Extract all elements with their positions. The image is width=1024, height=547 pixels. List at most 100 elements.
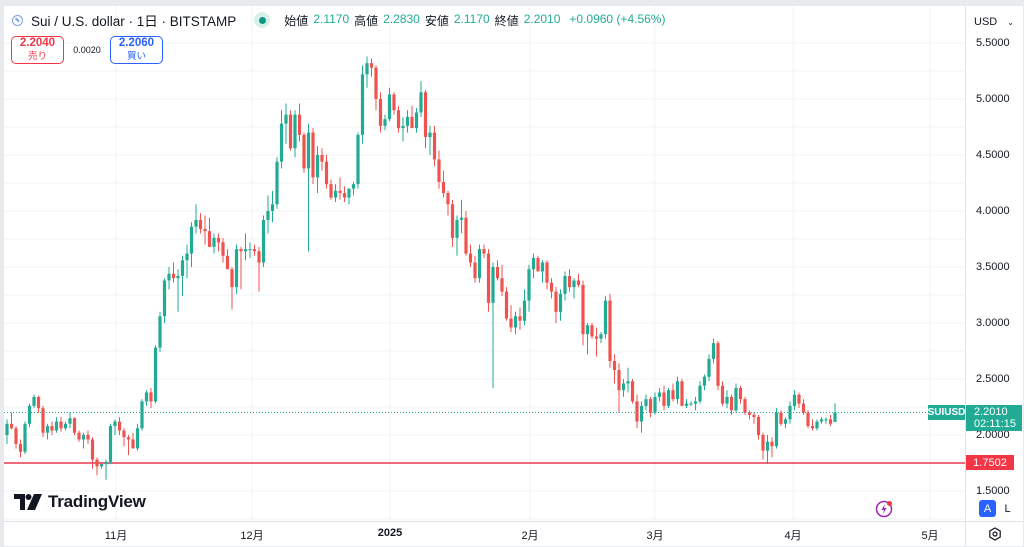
price-axis-label: 1.5000: [976, 485, 1010, 497]
candle: [243, 233, 248, 261]
candle: [765, 435, 770, 465]
candle: [378, 92, 383, 133]
candle: [185, 244, 189, 279]
candle: [693, 396, 698, 411]
sell-label: 売り: [27, 51, 47, 62]
candle: [149, 387, 153, 409]
currency-label: USD: [974, 16, 998, 28]
candle: [500, 264, 504, 297]
candle: [275, 157, 279, 209]
high-value: 2.2830: [383, 11, 420, 26]
candle: [702, 374, 707, 391]
currency-selector[interactable]: USD ⌄: [970, 11, 1018, 33]
candle: [626, 367, 630, 393]
candle: [77, 430, 81, 442]
candle: [774, 408, 779, 449]
buy-price: 2.2060: [118, 37, 155, 49]
candle: [347, 188, 351, 205]
candle: [104, 459, 108, 480]
time-axis-label: 12月: [240, 530, 264, 542]
symbol-title[interactable]: Sui / U.S. dollar · 1日 · BITSTAMP: [31, 14, 237, 29]
candle: [545, 260, 549, 290]
candle: [612, 354, 617, 384]
candle: [554, 287, 558, 323]
chart-pane[interactable]: [4, 6, 965, 521]
price-axis[interactable]: 5.5000 5.0000 4.5000 4.0000 3.5000 3.0000 2.50…: [965, 6, 1023, 521]
candle: [432, 125, 437, 167]
log-scale-button[interactable]: L: [999, 500, 1016, 517]
candle: [369, 58, 374, 77]
candle: [536, 255, 540, 272]
candle: [72, 417, 77, 435]
candle: [594, 327, 599, 357]
candle: [284, 103, 288, 144]
auto-scale-button[interactable]: A: [979, 500, 996, 517]
candle: [86, 430, 90, 444]
candlestick-chart[interactable]: [4, 6, 965, 521]
trade-buttons: 2.2040 売り 0.0020 2.2060 買い: [11, 36, 163, 64]
candle: [135, 423, 140, 451]
candle: [567, 269, 572, 292]
candle: [338, 177, 342, 200]
candle: [743, 396, 747, 415]
tradingview-logo[interactable]: TradingView: [14, 492, 146, 512]
candle: [522, 289, 527, 326]
candle: [720, 381, 725, 406]
candle: [585, 323, 590, 355]
candle: [621, 379, 626, 397]
candle: [486, 249, 491, 312]
candle: [180, 255, 185, 297]
candle: [725, 390, 729, 409]
buy-button[interactable]: 2.2060 買い: [110, 36, 163, 64]
candle: [468, 244, 473, 267]
candle: [131, 432, 135, 449]
candle: [36, 395, 41, 413]
buy-label: 買い: [126, 51, 146, 62]
candle: [113, 419, 117, 435]
sell-button[interactable]: 2.2040 売り: [11, 36, 64, 64]
candle: [716, 340, 720, 391]
candle: [707, 354, 711, 382]
candle: [41, 405, 45, 438]
candle: [459, 199, 464, 234]
candle: [639, 401, 644, 433]
tradingview-name: TradingView: [48, 492, 146, 511]
candle: [675, 376, 680, 404]
candle: [617, 363, 621, 413]
candle: [540, 260, 545, 283]
open-value: 2.1170: [313, 11, 350, 26]
chevron-down-icon: ⌄: [1007, 17, 1014, 27]
close-value: 2.2010: [523, 11, 561, 26]
candle: [333, 184, 338, 203]
candle: [279, 110, 284, 169]
candle: [441, 170, 446, 198]
candle: [297, 103, 302, 142]
candle: [153, 345, 158, 404]
alert-price-tag[interactable]: 1.7502: [966, 455, 1014, 470]
time-axis[interactable]: 11月 12月 2025 2月 3月 4月 5月: [4, 521, 965, 546]
time-axis-label: 4月: [784, 530, 802, 542]
price-axis-label: 5.5000: [976, 37, 1010, 49]
chart-settings-button[interactable]: [965, 521, 1023, 546]
candle: [599, 331, 603, 344]
candle: [680, 379, 684, 406]
candle: [747, 410, 752, 420]
candle: [374, 65, 378, 111]
candle: [23, 421, 27, 455]
candle: [473, 255, 477, 283]
candle: [549, 278, 554, 299]
lightning-news-icon[interactable]: [875, 500, 893, 518]
candle: [68, 412, 72, 429]
close-label: 終値: [494, 13, 519, 28]
candle: [95, 457, 99, 476]
candle: [563, 271, 567, 301]
current-price-tag: 2.2010 02:11:15: [966, 405, 1022, 431]
candle: [266, 195, 270, 234]
tradingview-logo-icon: [14, 494, 42, 510]
candle: [455, 215, 459, 256]
price-axis-label: 4.0000: [976, 205, 1010, 217]
time-axis-label: 11月: [104, 530, 128, 542]
candle: [270, 190, 275, 223]
candle: [495, 260, 500, 281]
settings-hexagon-icon: [988, 527, 1001, 541]
